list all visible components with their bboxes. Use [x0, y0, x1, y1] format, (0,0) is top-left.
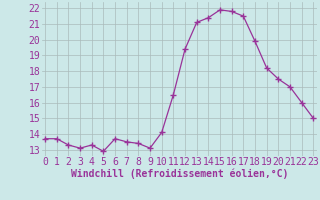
X-axis label: Windchill (Refroidissement éolien,°C): Windchill (Refroidissement éolien,°C) — [70, 169, 288, 179]
